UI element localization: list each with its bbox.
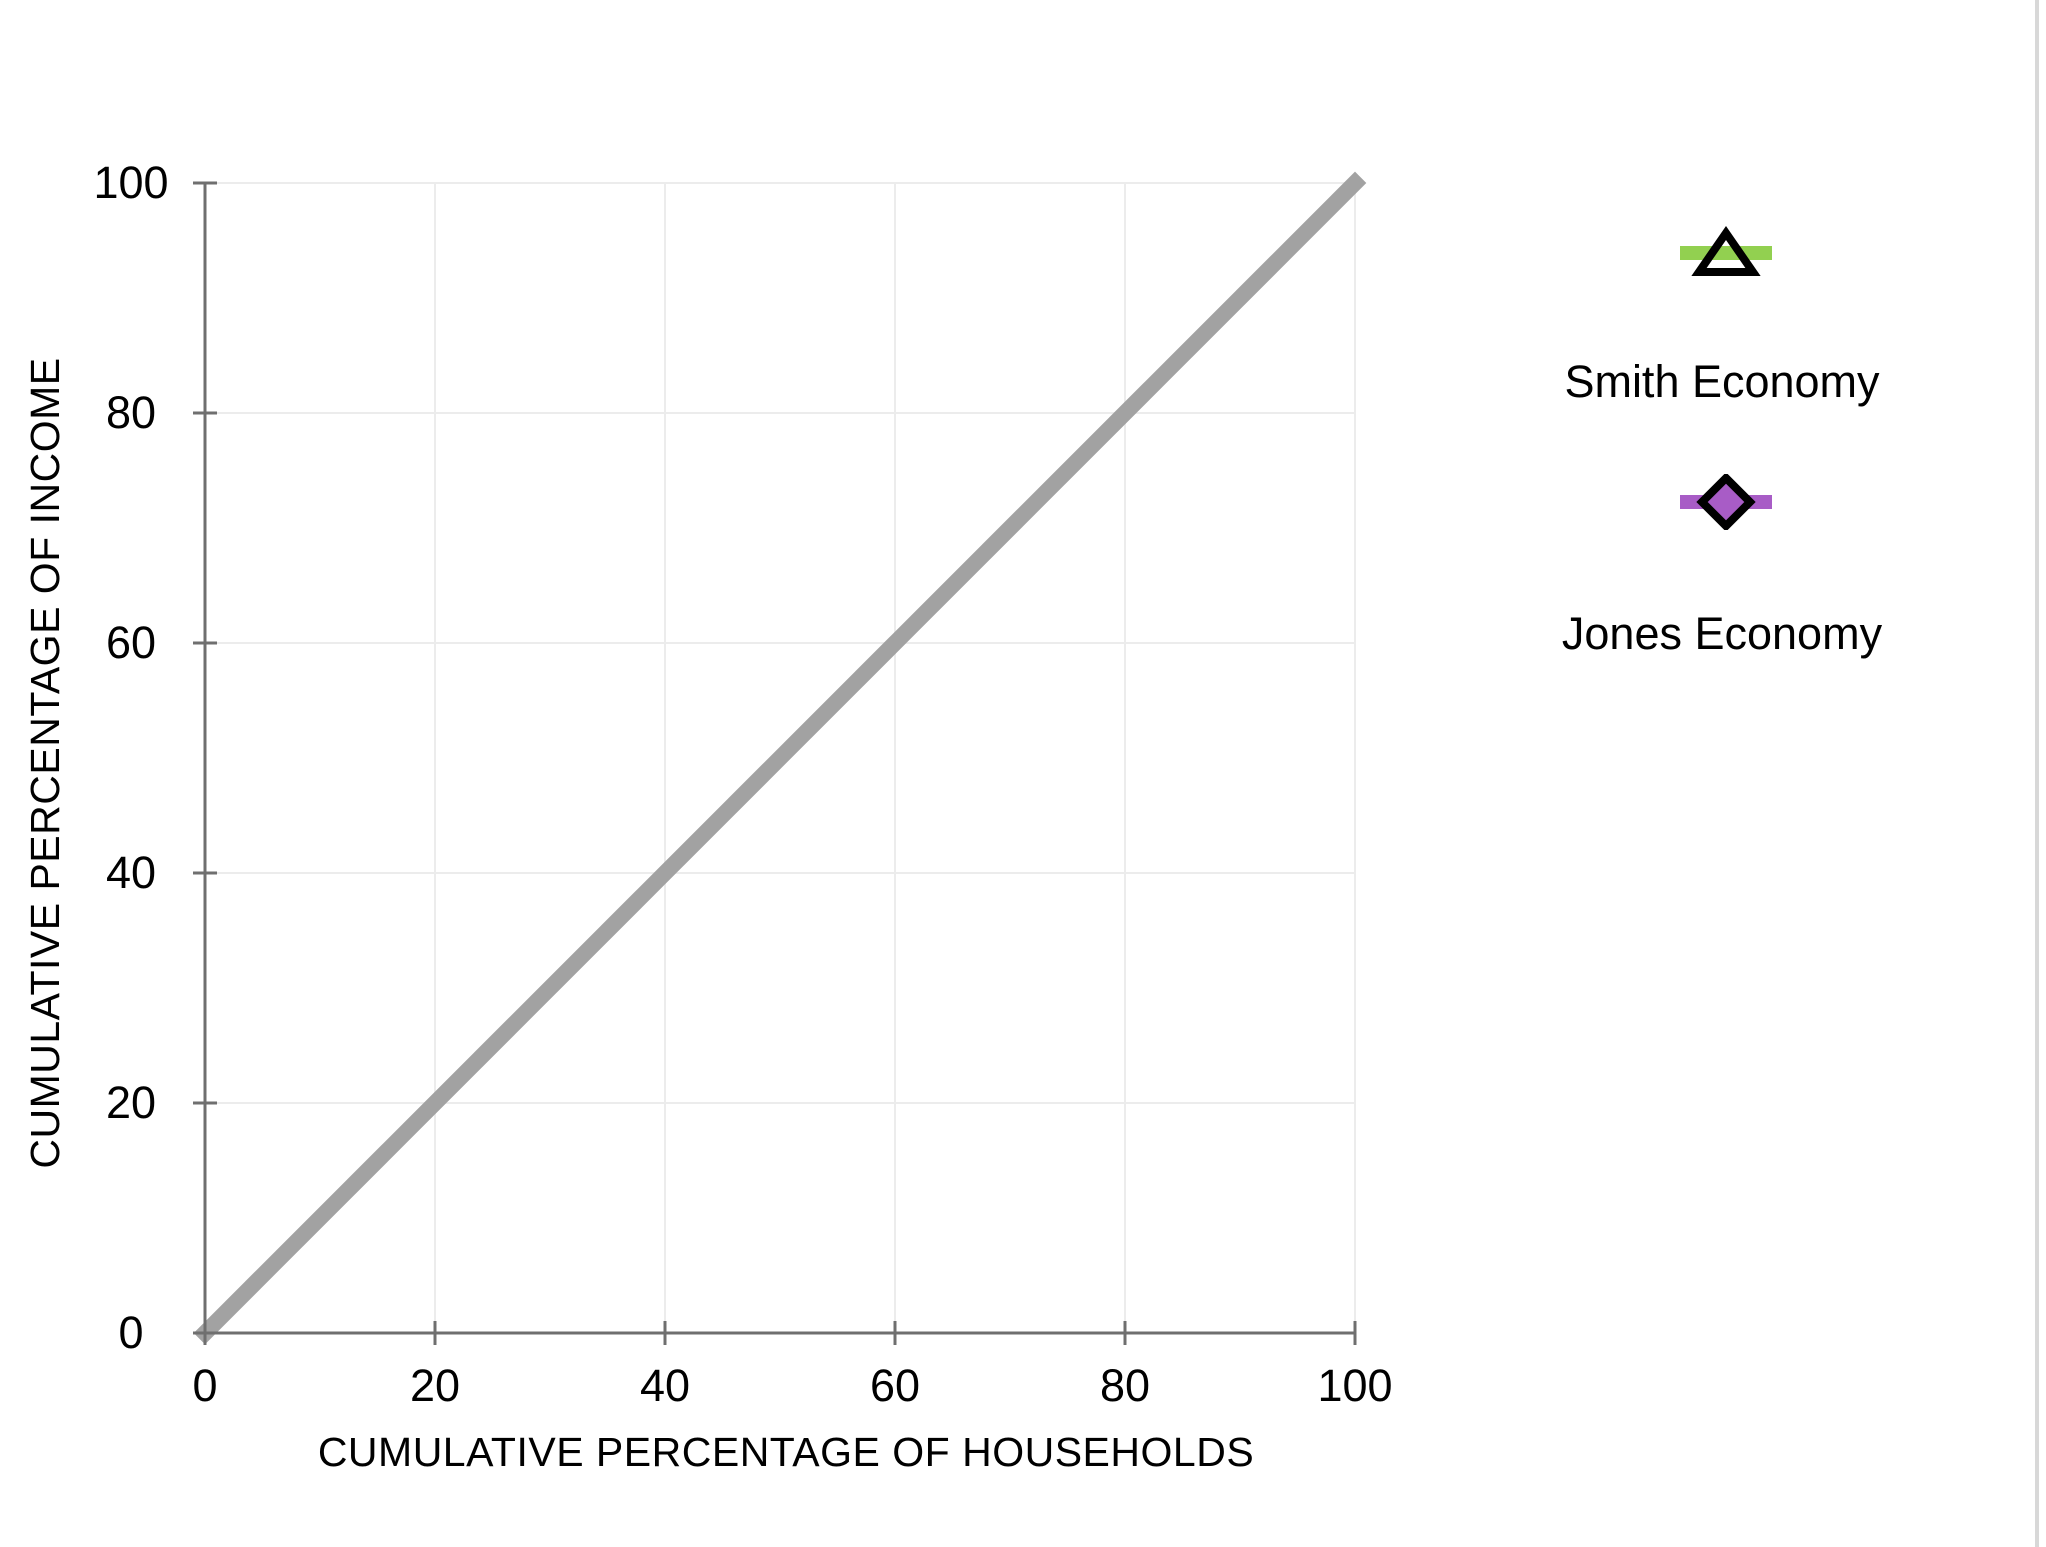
y-tick-label: 40 xyxy=(105,847,157,898)
smith-legend-line xyxy=(1680,246,1772,260)
y-tick-label: 80 xyxy=(105,387,157,438)
x-tick-label: 20 xyxy=(409,1360,461,1411)
y-tick-label: 60 xyxy=(105,617,157,668)
y-tick-label: 0 xyxy=(118,1307,144,1358)
jones-economy-diamond-icon xyxy=(1680,474,1772,530)
diamond-marker-icon xyxy=(1696,474,1756,530)
x-tick-label: 60 xyxy=(869,1360,921,1411)
legend-label-smith-economy: Smith Economy xyxy=(1564,356,1880,407)
x-tick-label: 0 xyxy=(192,1360,218,1411)
y-tick-label: 20 xyxy=(105,1077,157,1128)
y-tick-label: 100 xyxy=(93,157,169,208)
x-tick-label: 40 xyxy=(639,1360,691,1411)
smith-economy-triangle-icon xyxy=(1680,225,1772,276)
equality-line-series xyxy=(193,171,1367,1345)
legend-label-jones-economy: Jones Economy xyxy=(1561,608,1883,659)
triangle-marker-icon xyxy=(1691,225,1761,276)
x-tick-label: 80 xyxy=(1099,1360,1151,1411)
page-right-border-line xyxy=(2035,0,2039,1547)
x-tick-label: 100 xyxy=(1317,1360,1393,1411)
x-axis-title: CUMULATIVE PERCENTAGE OF HOUSEHOLDS xyxy=(317,1429,1255,1475)
